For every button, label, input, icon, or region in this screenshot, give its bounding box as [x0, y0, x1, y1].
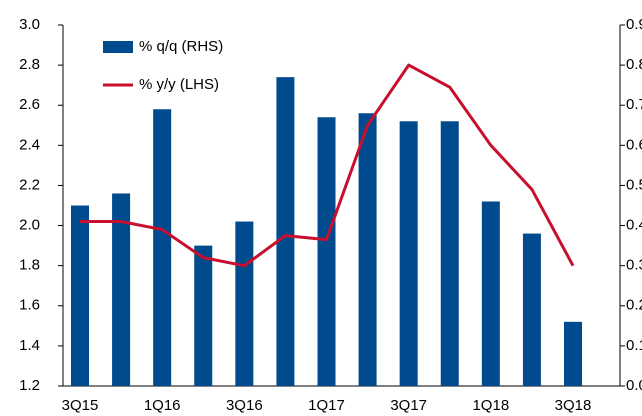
y2-tick-label: 0.5 — [626, 176, 642, 193]
y2-tick-label: 0.3 — [626, 257, 642, 274]
bar — [564, 321, 582, 386]
bar — [235, 221, 254, 386]
y-tick-label: 1.8 — [19, 257, 40, 274]
y2-tick-label: 0.9 — [626, 16, 642, 33]
x-tick-label: 3Q15 — [62, 397, 99, 414]
bar — [153, 109, 172, 386]
y-tick-label: 2.4 — [19, 136, 40, 153]
y-tick-label: 1.6 — [19, 297, 40, 314]
bar — [317, 117, 336, 386]
y-tick-label: 2.8 — [19, 56, 40, 73]
y-tick-label: 1.2 — [19, 377, 40, 394]
x-tick-label: 3Q17 — [390, 397, 427, 414]
line — [80, 63, 575, 268]
bar — [194, 245, 213, 386]
x-tick-label: 3Q16 — [226, 397, 263, 414]
legend-swatch — [103, 41, 133, 53]
y2-tick-label: 0.8 — [626, 56, 642, 73]
bar — [522, 233, 541, 386]
legend-label: % q/q (RHS) — [139, 38, 223, 55]
bar — [481, 201, 500, 386]
bar — [71, 205, 89, 386]
x-tick-label: 3Q18 — [555, 397, 592, 414]
x-tick-label: 1Q16 — [144, 397, 181, 414]
bar — [276, 77, 295, 387]
x-tick-label: 1Q17 — [308, 397, 345, 414]
y-tick-label: 2.2 — [19, 176, 40, 193]
bar — [112, 193, 131, 386]
y2-tick-label: 0.4 — [626, 217, 642, 234]
legend-label: % y/y (LHS) — [139, 76, 219, 93]
y2-tick-label: 0.6 — [626, 136, 642, 153]
y2-tick-label: 0.1 — [626, 337, 642, 354]
x-tick-label: 1Q18 — [472, 397, 509, 414]
y-tick-label: 1.4 — [19, 337, 40, 354]
y-tick-label: 2.0 — [19, 217, 40, 234]
bar — [440, 121, 459, 387]
bar — [358, 113, 377, 386]
bar — [399, 121, 418, 387]
y2-tick-label: 0.0 — [626, 377, 642, 394]
y-tick-label: 2.6 — [19, 96, 40, 113]
y2-tick-label: 0.7 — [626, 96, 642, 113]
y-tick-label: 3.0 — [19, 16, 40, 33]
y2-tick-label: 0.2 — [626, 297, 642, 314]
